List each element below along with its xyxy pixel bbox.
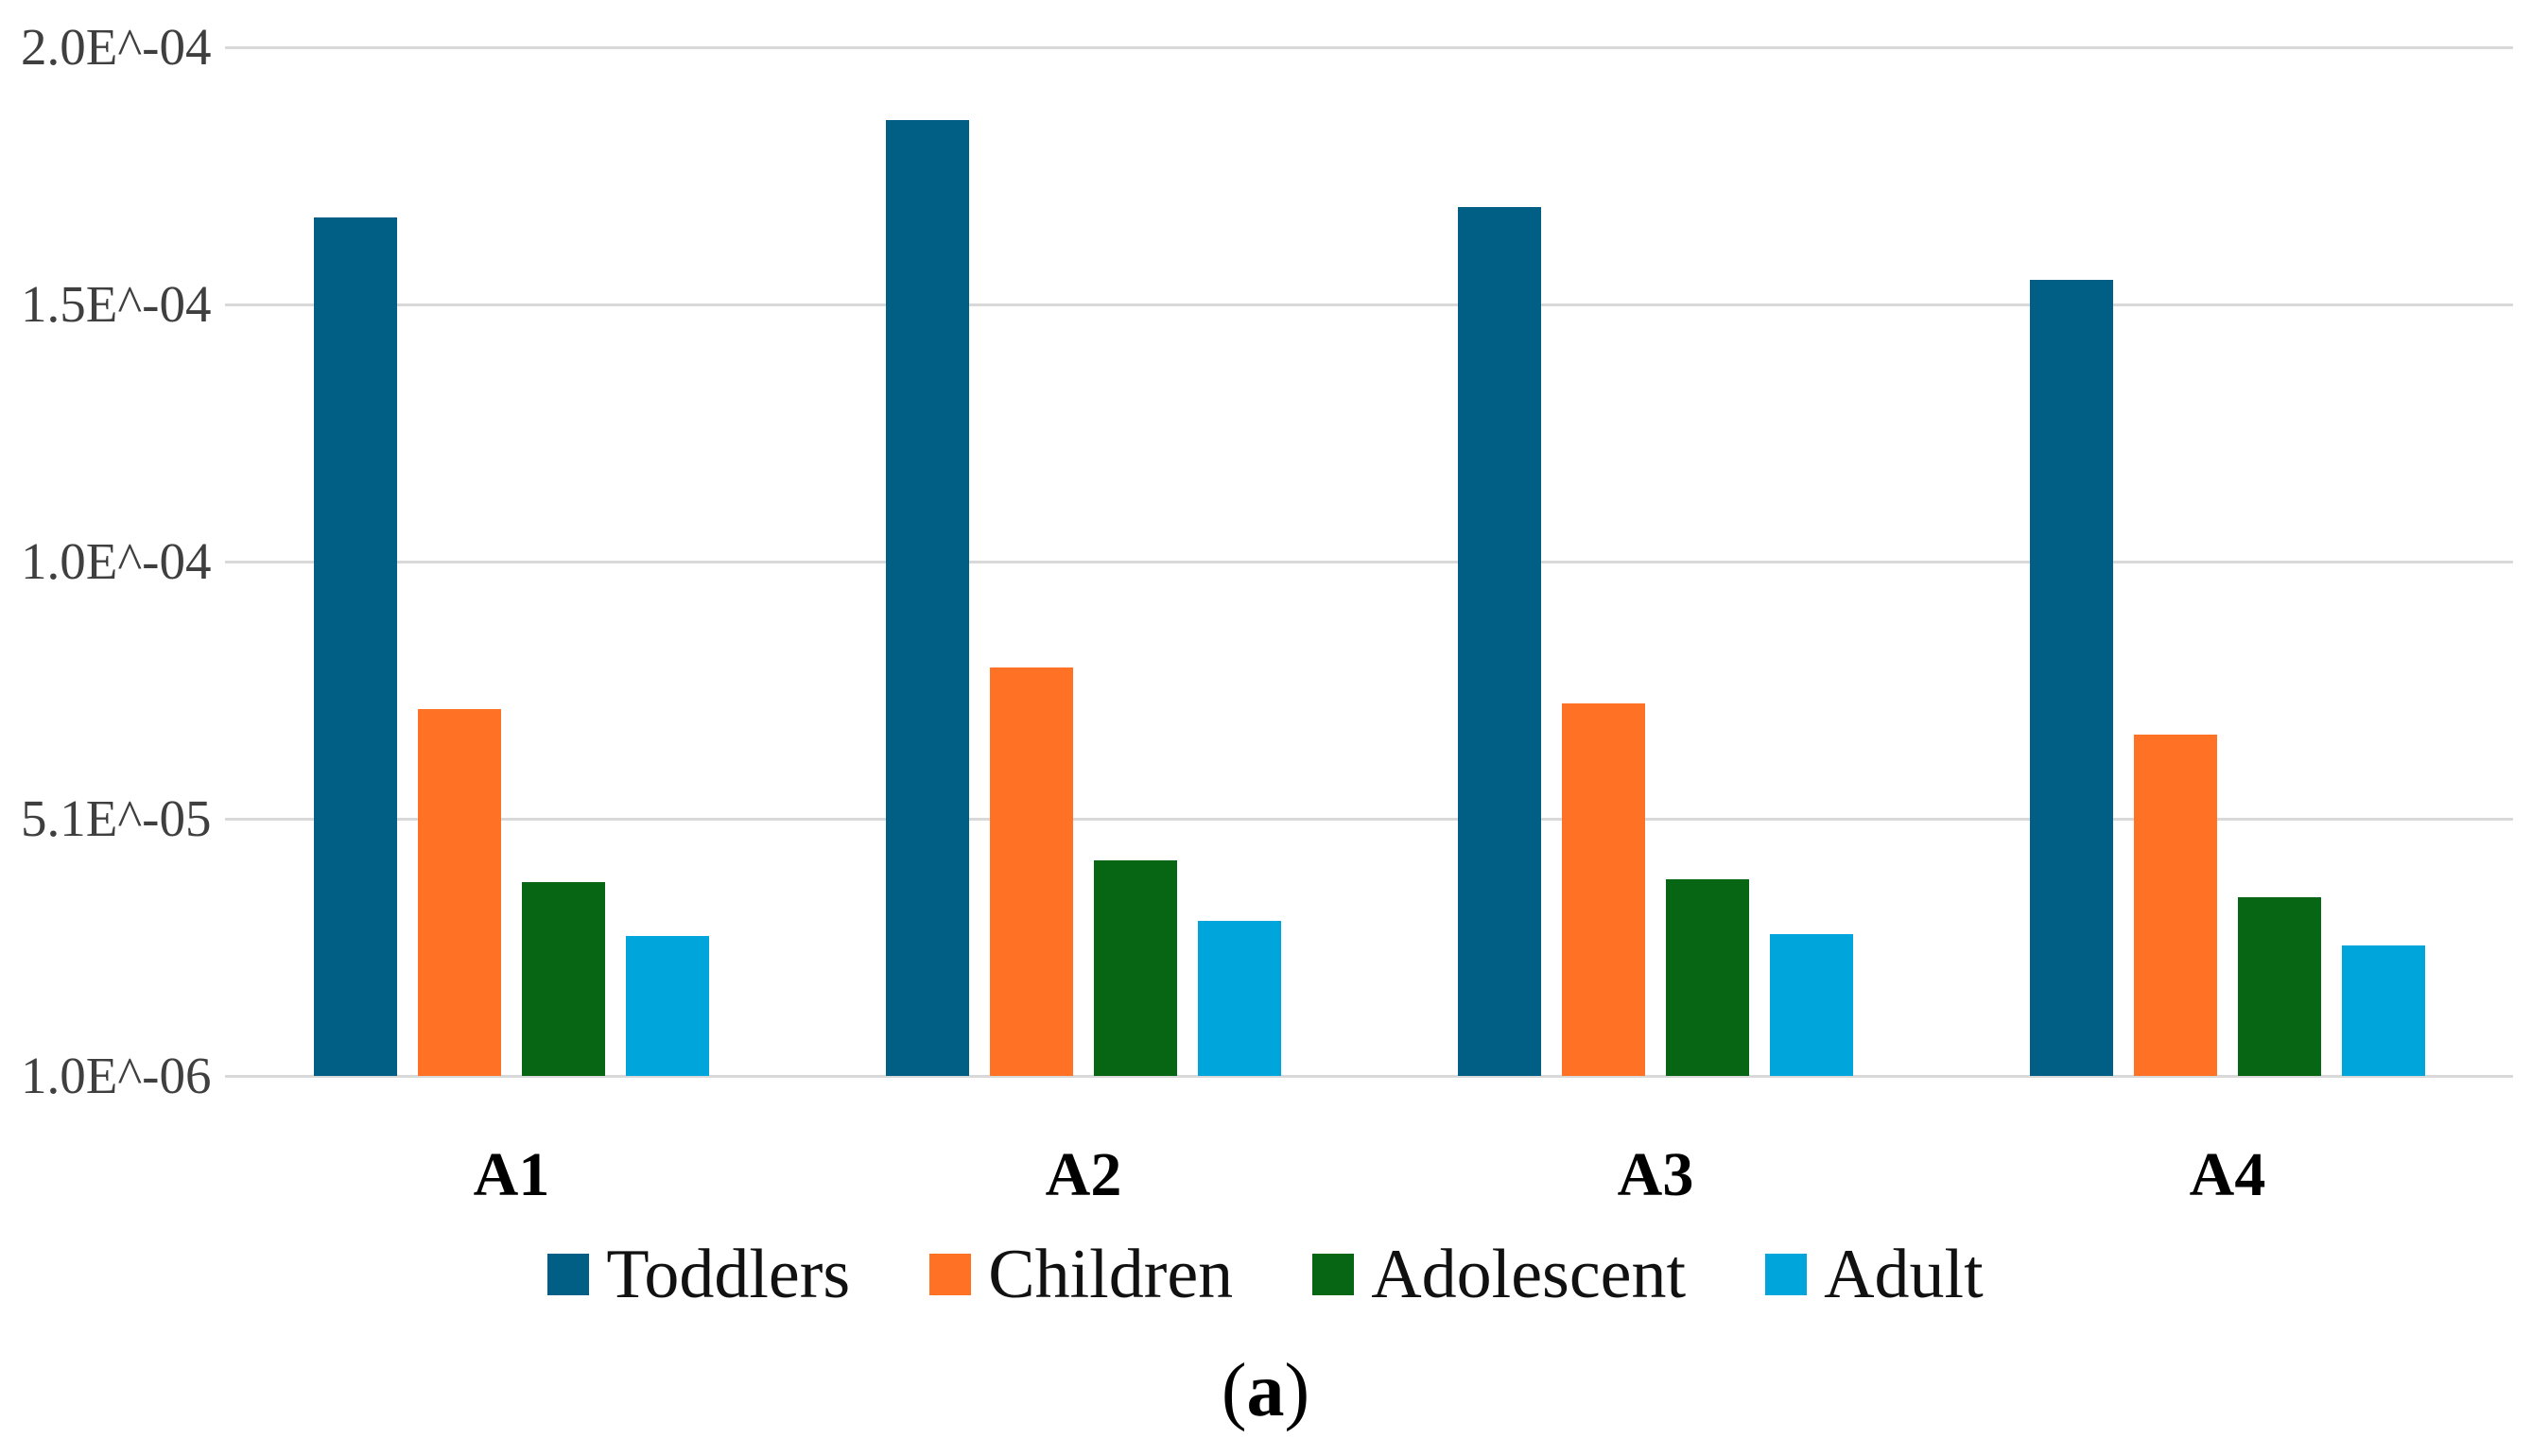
bar-a1-children <box>418 709 501 1076</box>
bar-a4-adolescent <box>2238 897 2321 1076</box>
legend-item-adult: Adult <box>1765 1237 1984 1312</box>
y-axis-tick-label: 1.0E^-04 <box>21 532 212 590</box>
legend-swatch-children <box>929 1254 972 1295</box>
legend-item-children: Children <box>929 1237 1233 1312</box>
bar-a3-adult <box>1770 934 1853 1076</box>
caption-open-paren: ( <box>1221 1349 1247 1432</box>
legend-label: Adult <box>1824 1236 1984 1313</box>
bar-a1-toddlers <box>314 217 397 1076</box>
gridline <box>225 46 2513 49</box>
bar-a1-adolescent <box>522 882 605 1076</box>
bar-a2-toddlers <box>886 120 969 1076</box>
caption-letter: a <box>1246 1349 1285 1432</box>
bar-a3-adolescent <box>1666 879 1749 1076</box>
figure-caption: (a) <box>0 1350 2531 1431</box>
legend-item-adolescent: Adolescent <box>1312 1237 1686 1312</box>
legend: Toddlers Children Adolescent Adult <box>0 1231 2531 1318</box>
bar-a2-children <box>990 667 1073 1076</box>
y-axis-tick-label: 1.5E^-04 <box>21 275 212 333</box>
bar-a3-toddlers <box>1458 207 1541 1076</box>
x-axis-label-a2: A2 <box>1045 1140 1122 1209</box>
legend-label: Children <box>988 1236 1234 1313</box>
bar-a4-toddlers <box>2030 280 2113 1076</box>
y-axis-tick-label: 1.0E^-06 <box>21 1047 212 1104</box>
x-axis-label-a3: A3 <box>1617 1140 1694 1209</box>
caption-close-paren: ) <box>1284 1349 1310 1432</box>
bar-a3-children <box>1562 703 1645 1076</box>
x-axis-label-a1: A1 <box>473 1140 550 1209</box>
gridline <box>225 561 2513 563</box>
y-axis-tick-label: 5.1E^-05 <box>21 789 212 847</box>
bar-a4-adult <box>2342 945 2425 1076</box>
x-axis-label-a4: A4 <box>2189 1140 2266 1209</box>
legend-swatch-adolescent <box>1312 1254 1355 1295</box>
legend-item-toddlers: Toddlers <box>547 1237 850 1312</box>
gridline <box>225 1075 2513 1078</box>
gridline <box>225 818 2513 821</box>
y-axis-tick-label: 2.0E^-04 <box>21 18 212 76</box>
bar-a1-adult <box>626 936 709 1076</box>
legend-label: Adolescent <box>1371 1236 1687 1313</box>
bar-a2-adolescent <box>1094 860 1177 1076</box>
bar-a2-adult <box>1198 921 1281 1076</box>
gridline <box>225 303 2513 306</box>
plot-area <box>225 46 2513 1078</box>
x-axis: A1 A2 A3 A4 <box>225 1142 2513 1218</box>
legend-swatch-adult <box>1765 1254 1808 1295</box>
legend-label: Toddlers <box>606 1236 851 1313</box>
bar-a4-children <box>2134 735 2217 1076</box>
legend-swatch-toddlers <box>547 1254 590 1295</box>
